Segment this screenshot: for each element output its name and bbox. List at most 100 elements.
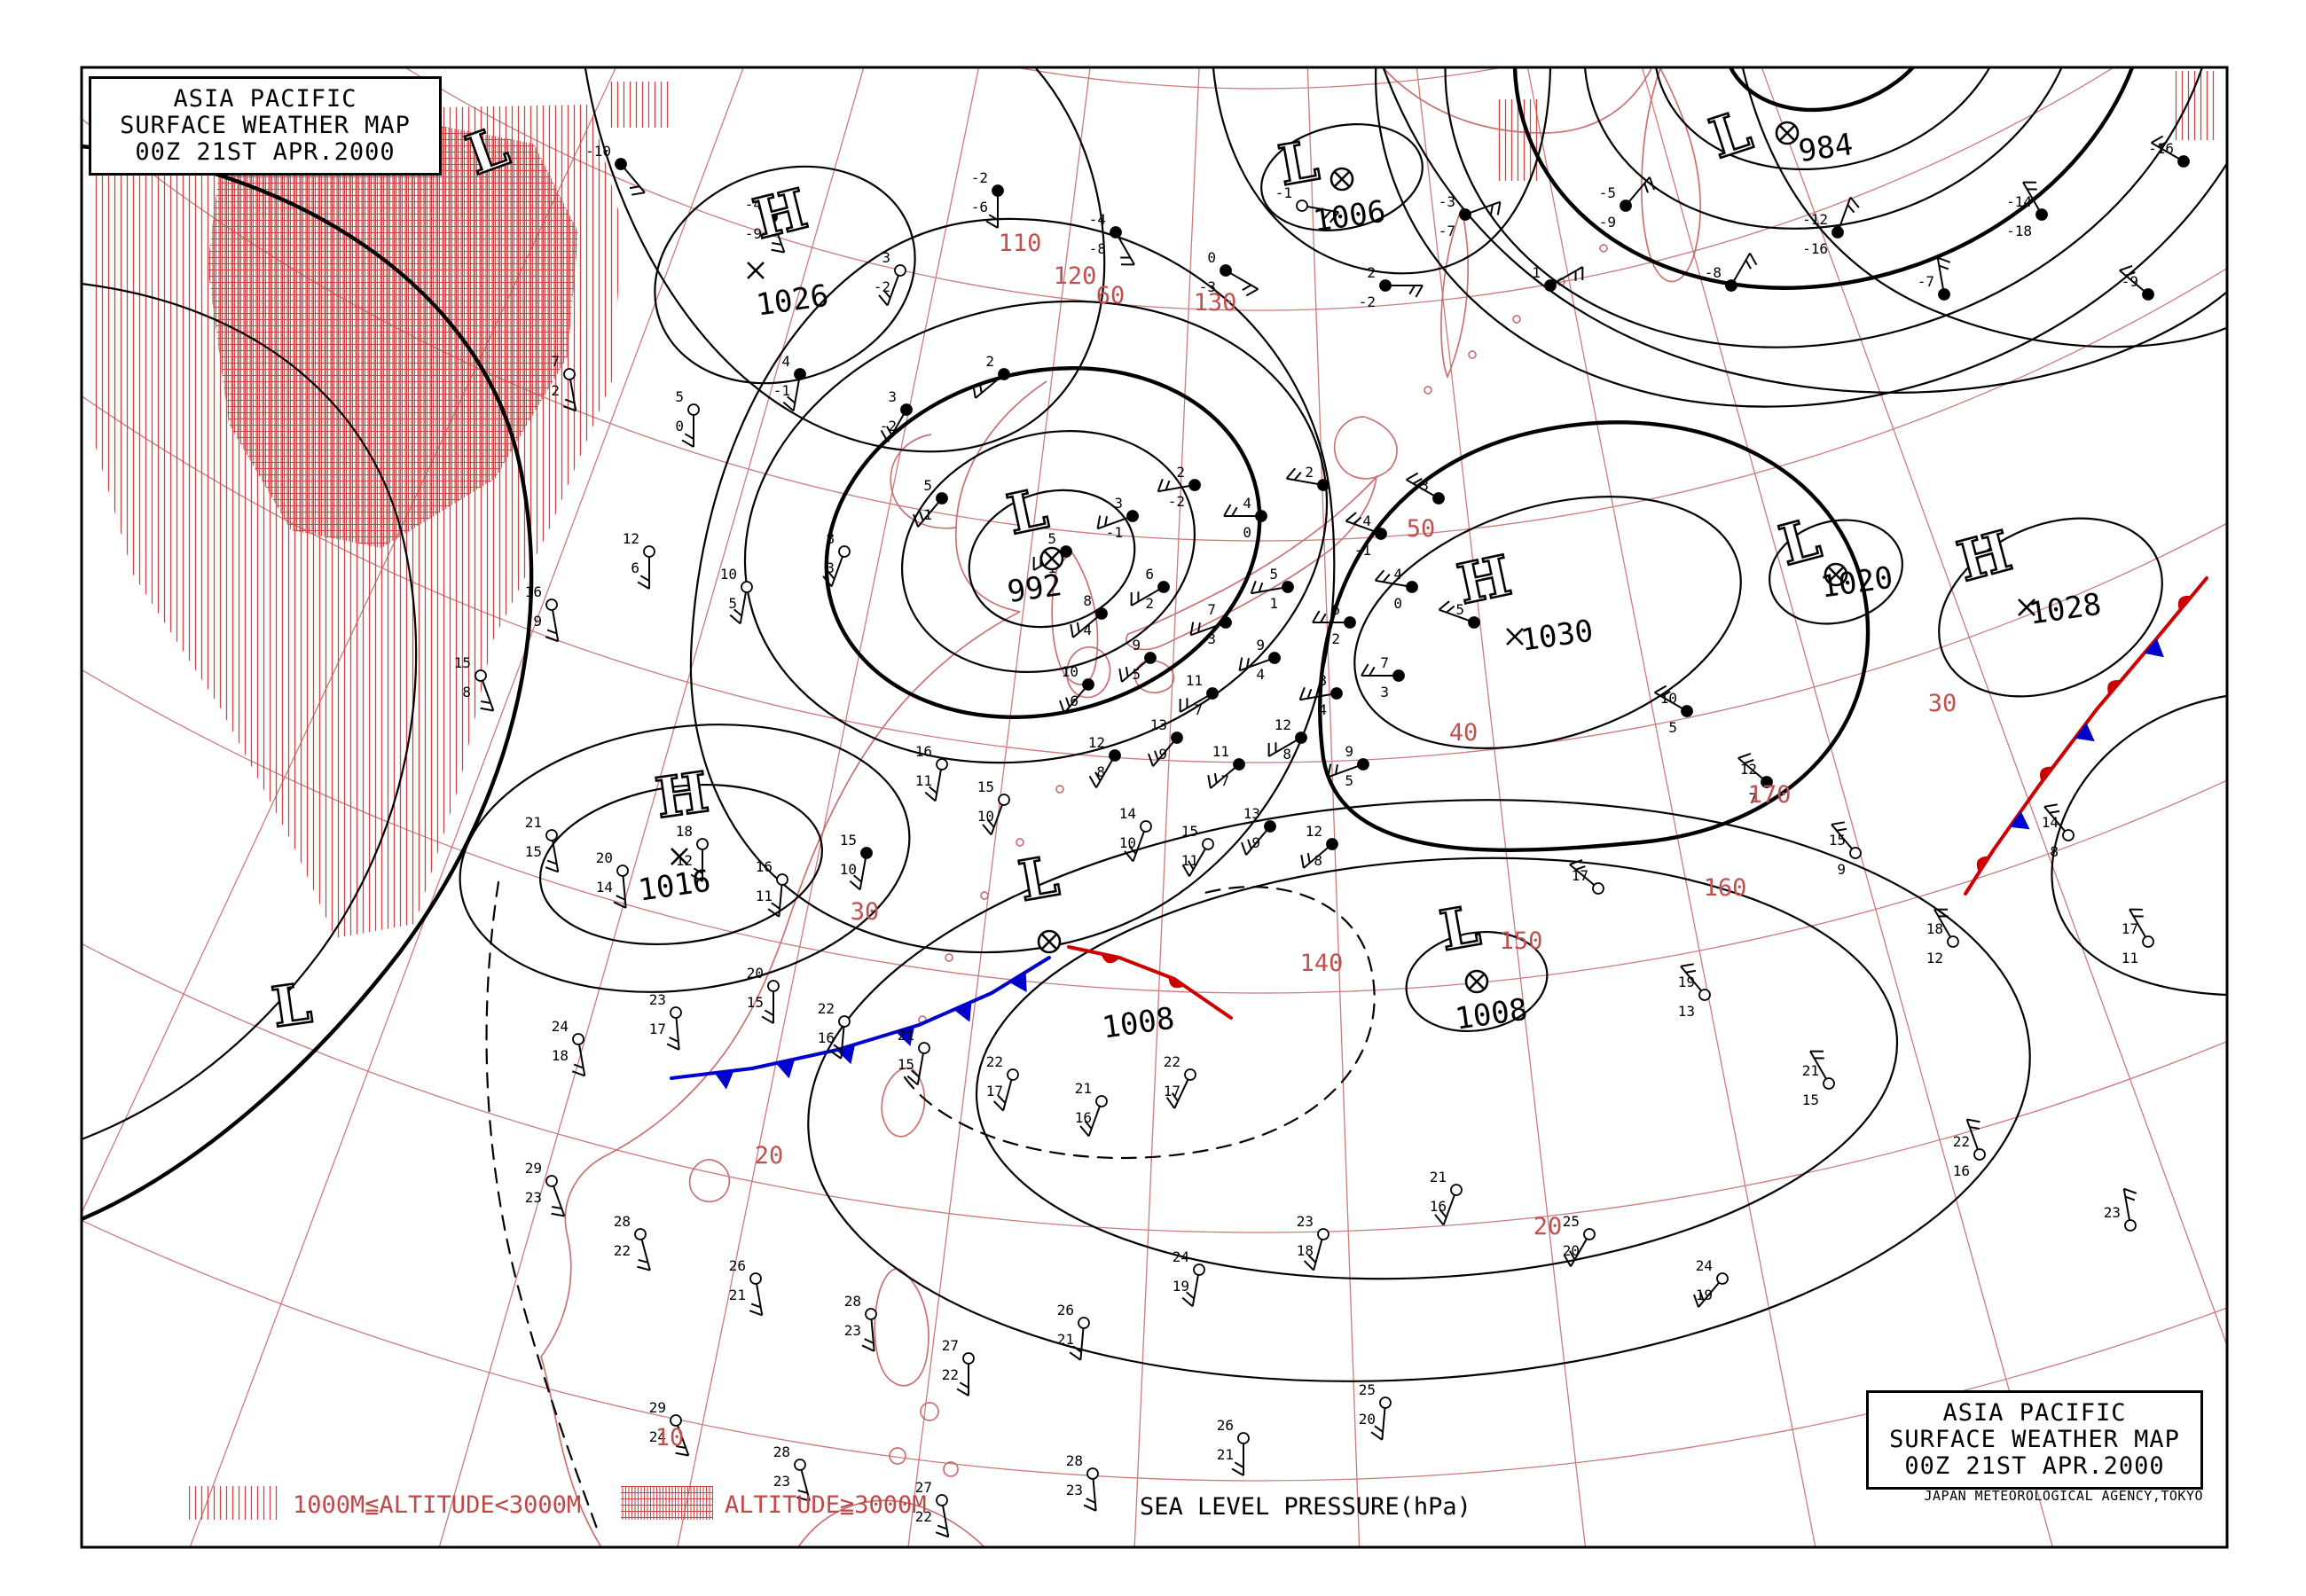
station-dewpoint: 22 [942, 1366, 959, 1383]
island [1468, 350, 1477, 359]
station-plot: -4 -9 [745, 196, 786, 254]
cold-front-line [670, 956, 1051, 1080]
station-plot: 12 8 [1088, 734, 1121, 788]
warm-front-scallop [2107, 679, 2122, 696]
station-circle [1237, 1432, 1250, 1444]
station-circle [687, 403, 700, 416]
pressure-value: 1008 [1453, 992, 1530, 1037]
coastline [688, 1159, 731, 1203]
station-plot: 2 -2 [1359, 264, 1424, 310]
station-temp: 25 [1359, 1381, 1376, 1398]
station-plot: 51 [913, 477, 948, 528]
station-circle [2062, 829, 2075, 841]
station-plot: 73 [1361, 654, 1405, 700]
station-circle [1379, 1396, 1392, 1409]
station-dewpoint: 10 [840, 861, 857, 878]
meridian-line [1641, 67, 2054, 1547]
station-circle [838, 545, 851, 558]
coastline [954, 380, 1047, 613]
station-layer: -10-4-93-2-2-6-4-80-3-12-2-3-71-5-9-8-12… [454, 135, 2190, 1538]
cold-front-triangle [2075, 723, 2095, 742]
station-plot: 21 15 [898, 1027, 930, 1086]
station-plot: -4 -8 [1089, 211, 1135, 266]
station-temp: 3 [882, 249, 890, 266]
station-dewpoint: 7 [1194, 701, 1203, 718]
station-circle [1973, 1148, 1986, 1161]
station-dewpoint: 9 [1837, 861, 1846, 878]
station-plot: 12 8 [1267, 716, 1307, 763]
pressure-glyph-L: L [1702, 98, 1759, 171]
station-temp: 26 [729, 1257, 746, 1274]
station-temp: 10 [1660, 690, 1677, 707]
station-plot: 13 9 [1241, 805, 1276, 856]
station-circle [1592, 882, 1604, 895]
station-circle [1375, 528, 1387, 540]
meridian-line [1761, 67, 2227, 1348]
coastline [540, 611, 1021, 1357]
station-dewpoint: 8 [1282, 746, 1291, 763]
map-frame [80, 66, 2229, 1549]
coastline [881, 1067, 926, 1138]
station-plot: 3 [1406, 472, 1445, 505]
legend-swatch-high-altitude [621, 1486, 713, 1520]
station-temp: 2 [985, 353, 994, 370]
station-plot: 2 [972, 353, 1010, 399]
pressure-center-unlabeled: L [267, 969, 317, 1041]
station-plot: 51 [1250, 566, 1294, 612]
station-plot: 10 5 [720, 566, 753, 625]
station-temp: -5 [1599, 184, 1616, 201]
station-circle [1095, 607, 1108, 620]
station-plot: 73 [1189, 601, 1232, 647]
title-box-bottom-right: ASIA PACIFIC SURFACE WEATHER MAP 00Z 21S… [1866, 1390, 2203, 1490]
station-temp: 12 [1275, 716, 1291, 733]
station-dewpoint: -6 [971, 199, 988, 215]
pressure-glyph-L: L [1014, 843, 1063, 913]
station-circle [1255, 510, 1267, 522]
station-plot: 1 [1532, 264, 1584, 292]
station-circle [1823, 1077, 1835, 1090]
station-dewpoint: 9 [533, 613, 542, 630]
station-temp: 13 [1150, 716, 1167, 733]
station-dewpoint: 21 [1057, 1331, 1074, 1348]
station-temp: 22 [818, 1000, 835, 1017]
station-circle [670, 1006, 682, 1019]
station-plot: 21 16 [1075, 1080, 1108, 1138]
station-temp: 11 [1186, 672, 1203, 689]
station-plot: 11 7 [1207, 743, 1245, 789]
station-dewpoint: 13 [1678, 1003, 1695, 1020]
station-dewpoint: 9 [1251, 834, 1260, 851]
station-circle [794, 1459, 806, 1471]
station-plot: 24 19 [1173, 1248, 1205, 1308]
station-temp: 16 [525, 583, 542, 600]
pressure-value: 1016 [636, 864, 713, 909]
pressure-center-992: L 992 [1000, 474, 1063, 610]
station-plot: 26 21 [1057, 1302, 1090, 1361]
station-plot: -14 -18 [2006, 181, 2048, 239]
high-center-mark [2018, 598, 2035, 616]
station-circle [1357, 758, 1369, 771]
parallel-line [404, 67, 2114, 311]
pressure-center-1008: L 1008 [1013, 842, 1177, 1046]
isobar [459, 724, 911, 993]
station-temp: 16 [915, 743, 932, 760]
station-temp: 24 [552, 1018, 569, 1035]
station-circle [1849, 847, 1862, 859]
isobar [975, 857, 1899, 1280]
isobar [1512, 67, 2151, 290]
station-circle [1202, 838, 1214, 850]
station-temp: 26 [1057, 1302, 1074, 1318]
station-dewpoint: 17 [1164, 1083, 1180, 1099]
station-circle [2035, 208, 2048, 221]
warm-front-scallop [1101, 953, 1120, 964]
isobar [538, 783, 824, 946]
station-temp: 20 [747, 965, 764, 982]
station-plot: 14 8 [2042, 803, 2075, 860]
station-dewpoint: 7 [1220, 772, 1229, 789]
pressure-glyph-L: L [1002, 476, 1054, 547]
station-dewpoint: 8 [462, 684, 471, 700]
